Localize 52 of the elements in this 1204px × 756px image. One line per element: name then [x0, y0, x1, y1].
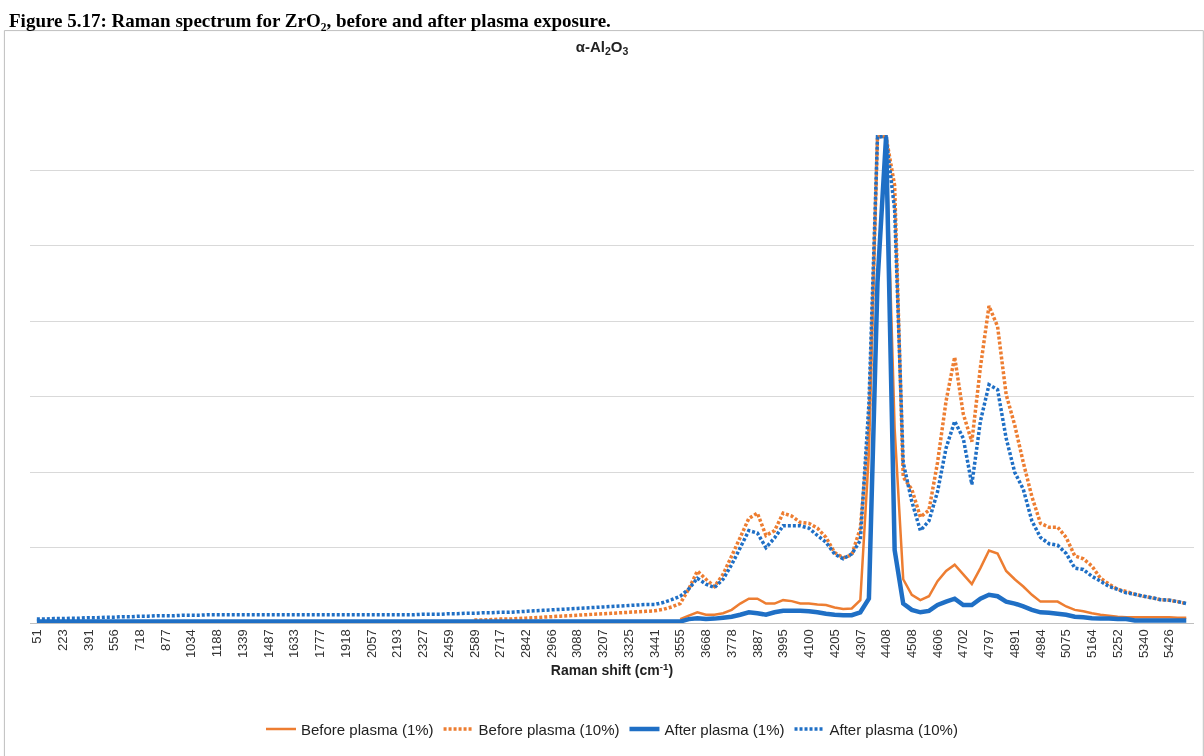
x-tick-label: 2717 [492, 629, 508, 659]
x-tick-label: 3668 [698, 629, 714, 659]
x-tick-label: 4307 [852, 629, 868, 659]
x-tick-label: 1777 [312, 629, 328, 659]
caption: Figure 5.17: Raman spectrum for ZrO₂, before and after plasma exposure. [9, 10, 611, 31]
x-tick-label: 1034 [183, 629, 199, 659]
x-tick-label: 5252 [1109, 629, 1125, 659]
x-tick-label: 5075 [1058, 629, 1074, 659]
x-tick-label: 4408 [878, 629, 894, 659]
x-tick-label: 1487 [260, 629, 276, 659]
x-tick-label: 223 [54, 629, 70, 651]
x-tick-label: 4508 [904, 629, 920, 659]
x-tick-label: 391 [80, 629, 96, 651]
x-tick-label: 3207 [595, 629, 611, 659]
x-tick-label: 3325 [620, 629, 636, 659]
x-tick-label: 877 [157, 629, 173, 651]
x-tick-label: 4606 [929, 629, 945, 659]
x-tick-label: 4891 [1006, 629, 1022, 659]
x-tick-label: 4100 [801, 629, 817, 659]
x-tick-label: 2842 [518, 629, 534, 659]
x-tick-label: 4702 [955, 629, 971, 659]
chart-title: α-Al$_{2}$O$_{3}$ [575, 38, 629, 58]
x-tick-label: 1918 [337, 629, 353, 659]
x-tick-label: 1633 [286, 629, 302, 659]
x-tick-label: 5340 [1135, 629, 1151, 659]
legend-label: Before plasma (1%) [301, 720, 434, 738]
x-tick-label: 4797 [981, 629, 997, 659]
legend-label: Before plasma (10%) [478, 720, 620, 738]
x-tick-label: 2193 [389, 629, 405, 659]
legend-label: After plasma (1%) [664, 720, 785, 738]
x-tick-label: 4205 [826, 629, 842, 659]
legend-label: After plasma (10%) [829, 720, 958, 738]
x-tick-label: 3778 [723, 629, 739, 659]
x-tick-label: 3995 [775, 629, 791, 659]
x-tick-label: 3441 [646, 629, 662, 659]
x-tick-label: 2459 [440, 629, 456, 659]
x-tick-label: 1339 [234, 629, 250, 659]
x-tick-label: 2589 [466, 629, 482, 659]
x-tick-label: 556 [106, 629, 122, 651]
x-tick-label: 5164 [1084, 629, 1100, 659]
x-axis-title: Raman shift (cm$^{-1}$) [550, 660, 674, 679]
x-tick-label: 718 [132, 629, 148, 651]
x-tick-label: 3555 [672, 629, 688, 659]
x-tick-label: 2966 [543, 629, 559, 659]
x-tick-label: 2327 [415, 629, 431, 659]
x-tick-label: 5426 [1161, 629, 1177, 659]
x-tick-label: 3887 [749, 629, 765, 659]
x-tick-label: 1188 [209, 629, 225, 658]
x-tick-label: 51 [29, 629, 45, 644]
x-tick-label: 3088 [569, 629, 585, 659]
x-tick-label: 2057 [363, 629, 379, 659]
x-tick-label: 4984 [1032, 629, 1048, 659]
